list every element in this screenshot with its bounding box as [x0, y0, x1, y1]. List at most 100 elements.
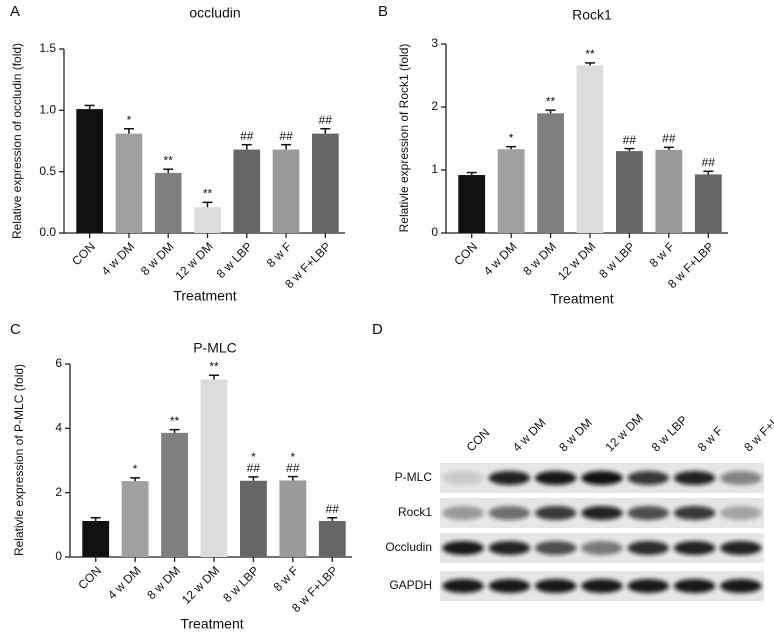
panel-letter: D — [372, 321, 383, 338]
bar — [272, 149, 300, 233]
y-tick-label: 3 — [431, 36, 438, 50]
blot-band — [442, 579, 484, 593]
x-tick-label: 12 w DM — [179, 563, 222, 606]
bar — [154, 172, 182, 233]
blot-band — [673, 471, 716, 485]
bar — [194, 207, 221, 233]
y-tick-label: 2 — [431, 99, 438, 113]
blot-band — [720, 471, 762, 485]
blot-band — [627, 506, 670, 520]
bar — [233, 149, 261, 233]
significance: ** — [585, 47, 595, 61]
x-tick-label: 4 w DM — [99, 239, 138, 278]
panel-letter: B — [378, 3, 388, 20]
x-tick-label: 8 w LBP — [214, 239, 256, 281]
x-tick-label: 8 w F — [264, 239, 295, 270]
bar — [161, 432, 188, 557]
x-tick-label: 4 w DM — [105, 563, 144, 602]
significance: ## — [702, 155, 716, 169]
x-tick-label: 8 w F — [271, 563, 302, 594]
blot-band — [488, 579, 531, 593]
bar — [458, 175, 486, 233]
blot-column-label: 8 w DM — [556, 416, 595, 455]
significance: * — [133, 462, 138, 476]
significance: ## — [319, 113, 333, 127]
blot-column-label: 4 w DM — [510, 416, 549, 455]
significance: * — [251, 450, 256, 464]
bar — [312, 133, 339, 233]
x-tick-label: 8 w LBP — [596, 239, 638, 281]
blot-band — [534, 471, 577, 485]
blot-band — [442, 471, 484, 485]
blot-band — [442, 506, 484, 520]
blot-band — [581, 471, 623, 485]
significance: * — [291, 450, 296, 464]
significance: ## — [240, 129, 254, 143]
y-tick-label: 1 — [431, 162, 438, 176]
significance: ** — [203, 187, 213, 201]
y-tick-label: 1.0 — [39, 103, 56, 117]
blot-band — [720, 541, 762, 555]
significance: ## — [662, 131, 676, 145]
bar — [82, 520, 110, 557]
y-axis-label: Relativle expression of Rock1 (fold) — [397, 44, 411, 233]
blot-column-label: 8 w F — [695, 424, 726, 455]
x-tick-label: 4 w DM — [481, 239, 520, 278]
bar — [76, 109, 103, 233]
blot-band — [534, 506, 577, 520]
significance: ## — [279, 129, 293, 143]
significance: ** — [209, 359, 219, 373]
blot-band — [673, 579, 716, 593]
x-tick-label: CON — [75, 563, 104, 592]
significance: ## — [623, 133, 637, 147]
x-tick-label: CON — [451, 239, 480, 268]
blot-band — [627, 471, 670, 485]
y-tick-label: 0 — [55, 549, 62, 563]
y-tick-label: 4 — [55, 421, 62, 435]
y-tick-label: 2 — [55, 485, 62, 499]
y-tick-label: 0.0 — [39, 225, 56, 239]
blot-band — [488, 471, 531, 485]
blot-band — [581, 579, 623, 593]
chart-title: occludin — [189, 5, 240, 21]
blot-band — [488, 541, 531, 555]
blot-column-label: 12 w DM — [602, 411, 645, 454]
blot-row-label: GAPDH — [389, 578, 432, 592]
y-axis-label: Relative expression of occludin (fold) — [10, 43, 24, 239]
y-tick-label: 0 — [431, 225, 438, 239]
bar — [694, 174, 722, 233]
bar — [655, 149, 683, 233]
blot-band — [534, 541, 577, 555]
blot-band — [627, 579, 670, 593]
significance: * — [509, 131, 514, 145]
x-tick-label: 12 w DM — [555, 239, 598, 282]
bar — [279, 480, 307, 557]
x-tick-label: 8 w DM — [144, 563, 183, 602]
blot-column-label: CON — [464, 426, 493, 455]
blot-band — [534, 579, 577, 593]
blot-band — [488, 506, 531, 520]
blot-column-label: 8 w F+LBP — [741, 403, 774, 455]
y-tick-label: 0.5 — [39, 164, 56, 178]
y-tick-label: 1.5 — [39, 41, 56, 55]
blot-band — [627, 541, 670, 555]
bar — [497, 149, 525, 233]
significance: ** — [164, 153, 174, 167]
x-axis-label: Treatment — [180, 616, 243, 632]
x-tick-label: 8 w LBP — [220, 563, 262, 605]
panel-letter: A — [10, 3, 20, 20]
significance: ** — [170, 414, 180, 428]
blot-row-label: Rock1 — [398, 505, 432, 519]
blot-row-label: Occludin — [385, 540, 432, 554]
bar — [121, 481, 149, 557]
blot-band — [442, 541, 484, 555]
blot-row-label: P-MLC — [395, 470, 433, 484]
blot-band — [720, 579, 762, 593]
significance: ## — [326, 502, 340, 516]
y-axis-label: Relativle expression of P-MLC (fold) — [12, 364, 26, 556]
y-tick-label: 6 — [55, 356, 62, 370]
blot-band — [581, 541, 623, 555]
significance: ** — [546, 94, 556, 108]
x-tick-label: 12 w DM — [172, 239, 215, 282]
